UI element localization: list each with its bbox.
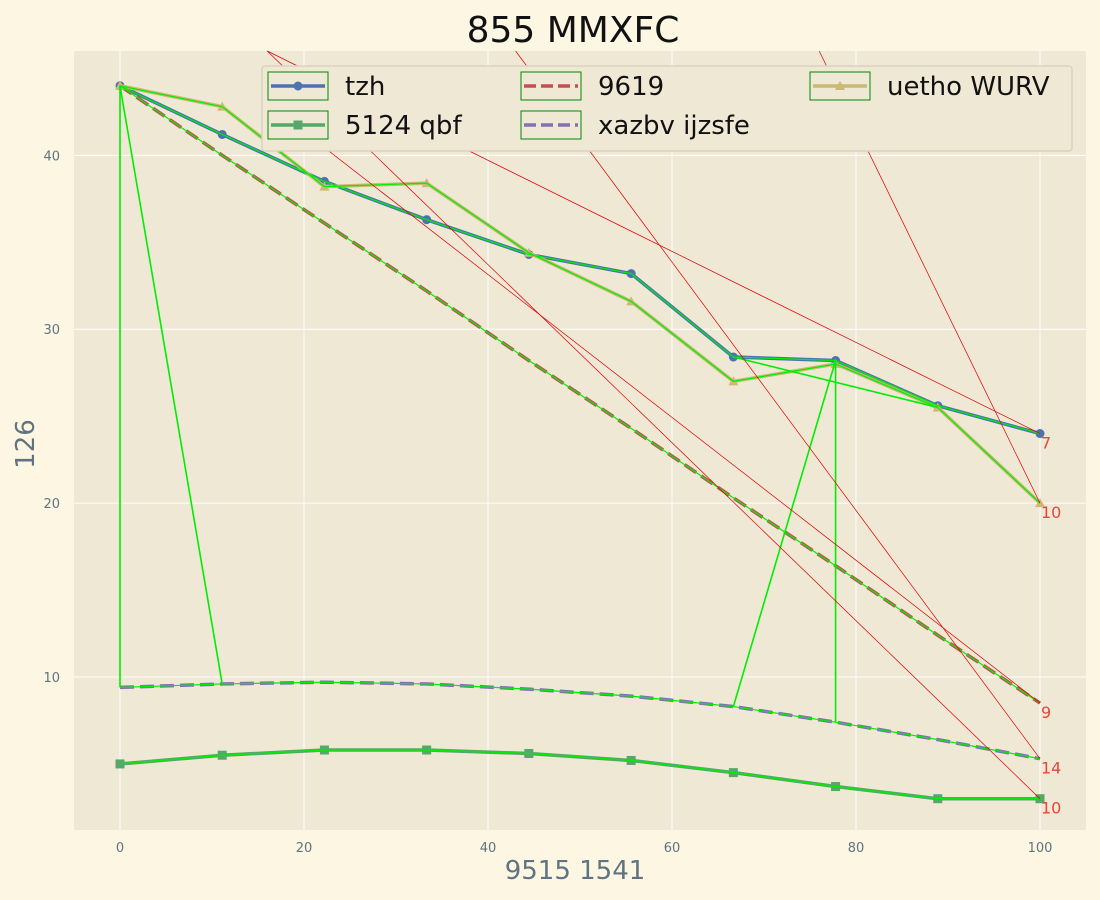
series-overlay-line xyxy=(119,85,1041,704)
legend-marker xyxy=(293,81,303,91)
series-overlay-line xyxy=(119,85,1041,435)
y-tick-label: 40 xyxy=(43,149,60,164)
x-axis-label: 9515 1541 xyxy=(505,856,646,886)
overlay-segment xyxy=(732,360,837,707)
y-tick-label: 30 xyxy=(43,323,60,338)
legend-label: uetho WURV xyxy=(887,72,1050,102)
legend-entry: 9619 xyxy=(520,71,664,102)
x-tick-label: 100 xyxy=(1028,841,1053,856)
end-label: 14 xyxy=(1041,759,1061,778)
legend-handle-frame xyxy=(267,110,329,140)
end-label: 7 xyxy=(1041,434,1051,453)
x-tick-label: 40 xyxy=(480,841,497,856)
end-label: 10 xyxy=(1041,799,1061,818)
legend: tzh 5124 qbf 9619 xazbv ijzsfe uetho WURV xyxy=(261,65,1073,152)
y-tick-label: 10 xyxy=(43,671,60,686)
x-tick-label: 20 xyxy=(296,841,313,856)
annotation-line xyxy=(266,50,1041,799)
legend-entry: uetho WURV xyxy=(809,71,1050,102)
end-label: 10 xyxy=(1041,503,1061,522)
grid xyxy=(74,51,1086,830)
legend-marker xyxy=(835,81,845,90)
legend-entry: tzh xyxy=(267,71,385,102)
legend-label: 5124 qbf xyxy=(345,111,462,141)
end-label: 9 xyxy=(1041,703,1051,722)
legend-label: 9619 xyxy=(598,72,664,102)
series-overlay-line xyxy=(119,681,1041,760)
annotation-line xyxy=(515,50,1041,759)
legend-entry: 5124 qbf xyxy=(267,110,462,141)
end-labels: 7 10 9 14 10 xyxy=(1041,434,1061,818)
series-overlay-line xyxy=(119,749,1040,800)
plot-area xyxy=(74,51,1086,830)
legend-handle-frame xyxy=(809,71,871,101)
y-tick-label: 20 xyxy=(43,497,60,512)
legend-label: xazbv ijzsfe xyxy=(598,111,750,141)
annotation-line xyxy=(266,102,1041,704)
overlay-segment xyxy=(733,356,938,409)
legend-handle-frame xyxy=(520,110,582,140)
legend-handle-frame xyxy=(520,71,582,101)
legend-entry: xazbv ijzsfe xyxy=(520,110,750,141)
legend-handle-frame xyxy=(267,71,329,101)
legend-label: tzh xyxy=(345,72,385,102)
chart-title: 855 MMXFC xyxy=(467,10,680,51)
y-axis-label: 126 xyxy=(11,419,41,469)
x-tick-label: 60 xyxy=(664,841,681,856)
x-tick-label: 80 xyxy=(848,841,865,856)
ticks: 0 20 40 60 80 100 10 20 30 40 xyxy=(43,149,1052,856)
legend-marker xyxy=(293,120,303,130)
x-tick-label: 0 xyxy=(116,841,124,856)
overlay-segment xyxy=(119,85,224,685)
